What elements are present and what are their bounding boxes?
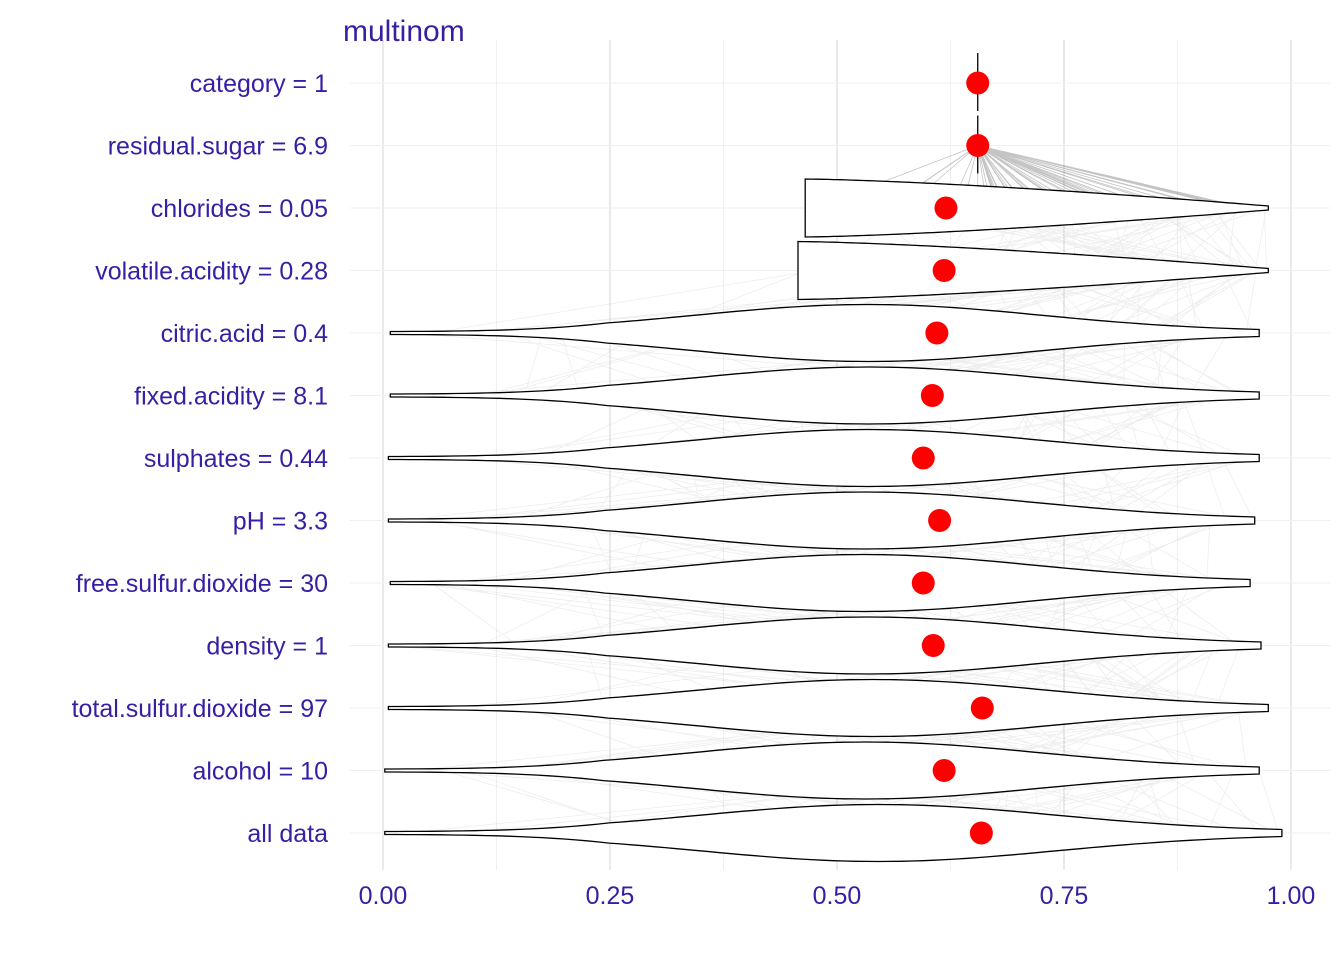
link-bundle [408,332,1256,396]
violins [384,53,1283,863]
link-bundle [402,457,1258,521]
violin [387,616,1262,675]
mean-point [911,571,935,595]
x-tick-label: 0.00 [359,882,408,910]
mean-point [932,759,956,782]
link-bundle [814,145,1248,209]
x-tick-label: 1.00 [1267,882,1316,910]
y-axis-label: citric.acid = 0.4 [161,320,329,348]
y-axis-label: total.sulfur.dioxide = 97 [72,695,328,723]
mean-point [911,446,935,470]
x-tick-label: 0.75 [1040,882,1089,910]
violin [804,178,1269,238]
mean-point [921,634,945,657]
violin [389,303,1260,363]
y-axis-label: fixed.acidity = 8.1 [134,383,328,411]
y-axis-label: free.sulfur.dioxide = 30 [76,570,328,598]
mean-point [920,384,944,407]
y-axis-labels: category = 1 residual.sugar = 6.9 chloride… [72,70,329,848]
y-axis-label: all data [247,820,328,848]
mean-points [911,71,994,845]
y-axis-label: category = 1 [190,70,328,98]
violin [387,678,1269,738]
y-axis-label: sulphates = 0.44 [144,445,328,473]
chart-title: multinom [343,15,465,48]
mean-point [934,196,958,220]
mean-point [969,821,993,845]
mean-point [970,696,994,720]
link-bundle [427,520,1240,584]
y-axis-label: pH = 3.3 [233,508,328,536]
violin [387,428,1260,488]
violin [384,803,1283,863]
link-bundle [431,270,1267,334]
y-axis-label: density = 1 [206,633,328,661]
y-axis-label: residual.sugar = 6.9 [108,133,328,161]
link-bundle [478,395,1257,459]
link-bundle [412,707,1264,771]
link-bundle [405,770,1279,834]
y-axis-label: alcohol = 10 [192,758,328,786]
link-bundle [391,645,1261,709]
violin [797,240,1269,301]
mean-point [932,259,956,282]
x-axis-tick-labels: 0.00 0.25 0.50 0.75 1.00 [359,882,1316,910]
violin [389,366,1260,425]
mean-point [966,134,990,157]
violin [387,491,1256,550]
violin [384,741,1260,800]
mean-point [925,321,949,345]
y-axis-label: chlorides = 0.05 [151,195,328,223]
x-tick-label: 0.25 [586,882,635,910]
observation-links [391,145,1279,834]
mean-point [928,509,952,532]
link-bundle [411,582,1245,646]
y-axis-label: volatile.acidity = 0.28 [95,258,328,286]
violin [389,553,1251,613]
x-tick-label: 0.50 [813,882,862,910]
link-bundle [826,207,1267,271]
mean-point [966,71,990,95]
